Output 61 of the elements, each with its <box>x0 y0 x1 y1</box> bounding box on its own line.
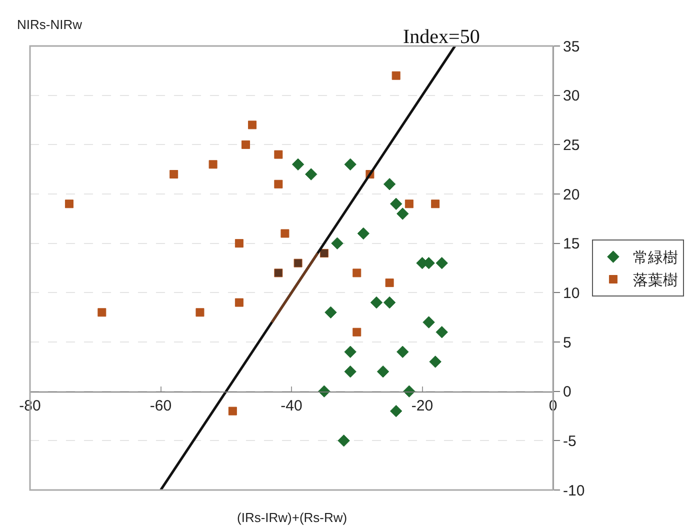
point <box>170 170 178 179</box>
y-tick-label: -10 <box>563 482 585 500</box>
x-axis-title: (IRs-IRw)+(Rs-Rw) <box>237 510 348 525</box>
point <box>436 326 448 338</box>
x-tick-label: -60 <box>150 397 172 414</box>
point <box>196 308 204 317</box>
point <box>320 248 328 258</box>
point <box>208 160 218 169</box>
point <box>390 198 402 210</box>
point <box>344 366 356 378</box>
point <box>376 366 390 378</box>
y-tick-label: 20 <box>563 186 580 204</box>
point <box>396 346 409 358</box>
y-tick-label: 30 <box>563 88 580 105</box>
point <box>294 258 302 268</box>
y-tick-label: 25 <box>563 136 580 154</box>
point <box>404 200 414 208</box>
point <box>429 356 442 368</box>
point <box>234 298 244 307</box>
point <box>344 158 356 170</box>
point <box>422 316 435 328</box>
point <box>228 406 237 416</box>
point <box>234 239 244 248</box>
point <box>338 434 350 447</box>
y-tick-label: -5 <box>563 432 576 450</box>
point <box>331 237 344 250</box>
y-tick-label: 0 <box>563 384 572 401</box>
point <box>352 328 362 336</box>
point <box>390 404 402 418</box>
point <box>383 296 396 309</box>
point <box>64 200 74 208</box>
point <box>248 120 257 130</box>
annotation: Index=50 <box>403 26 480 48</box>
point <box>280 229 290 238</box>
point <box>370 296 383 309</box>
point <box>324 306 337 318</box>
point <box>396 208 409 220</box>
point <box>305 168 318 180</box>
point <box>383 178 396 190</box>
y-tick-label: 5 <box>563 334 572 352</box>
point <box>352 268 362 278</box>
legend-label: 落葉樹 <box>633 272 678 290</box>
point <box>344 346 356 358</box>
y-tick-label: 35 <box>563 38 580 56</box>
point <box>274 180 283 188</box>
y-tick-label: 10 <box>563 284 580 302</box>
y-tick-label: 15 <box>563 236 580 253</box>
point <box>392 71 400 80</box>
x-tick-label: -40 <box>280 397 302 414</box>
point <box>98 308 106 317</box>
point <box>357 227 370 240</box>
x-tick-label: -20 <box>411 397 434 414</box>
point <box>274 150 283 159</box>
y-axis-title: NIRs-NIRw <box>17 17 83 32</box>
point <box>292 158 304 170</box>
point <box>431 200 440 208</box>
point <box>436 256 448 270</box>
point <box>274 268 283 278</box>
point <box>385 278 394 288</box>
point <box>241 140 250 149</box>
legend-label: 常緑樹 <box>633 250 678 267</box>
